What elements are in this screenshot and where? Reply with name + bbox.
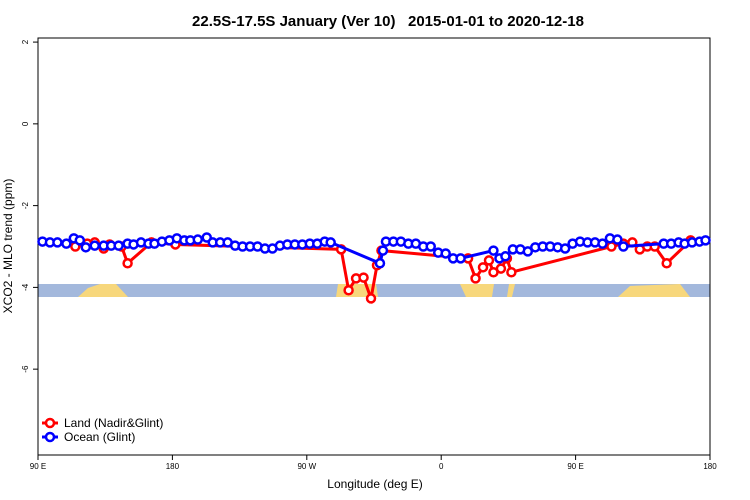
point [483, 255, 495, 266]
point [612, 234, 623, 245]
point [343, 284, 354, 296]
y-tick-label: -2 [21, 202, 30, 210]
y-tick-label: -4 [21, 283, 30, 291]
y-axis-label: XCO2 - MLO trend (ppm) [1, 179, 15, 314]
legend-label: Land (Nadir&Glint) [64, 416, 163, 430]
point [477, 262, 489, 273]
point [506, 267, 517, 278]
point [495, 263, 507, 274]
x-tick-label: 90 E [30, 462, 46, 471]
point [52, 237, 63, 248]
point [488, 245, 499, 256]
point [61, 238, 72, 249]
chart-title: 22.5S-17.5S January (Ver 10) 2015-01-01 … [192, 13, 584, 30]
point [325, 237, 336, 248]
point [425, 241, 436, 252]
legend-marker [44, 417, 56, 429]
point [470, 273, 481, 284]
point [192, 234, 204, 245]
point [661, 258, 672, 269]
point [80, 242, 92, 253]
point [559, 243, 571, 254]
legend-marker [44, 431, 56, 443]
legend-label: Ocean (Glint) [64, 430, 135, 444]
plot-box [37, 37, 711, 456]
point [358, 272, 369, 283]
x-axis-label: Longitude (deg E) [327, 477, 422, 491]
point [597, 238, 608, 249]
point [89, 240, 100, 251]
x-tick-label: 0 [439, 462, 444, 471]
x-tick-label: 90 W [297, 462, 316, 471]
x-tick-label: 180 [703, 462, 717, 471]
point [500, 251, 511, 262]
point [365, 293, 377, 304]
point [122, 258, 133, 269]
point [377, 245, 389, 256]
x-tick-label: 90 E [567, 462, 583, 471]
y-tick-label: -6 [21, 365, 30, 373]
y-tick-label: 2 [21, 39, 30, 44]
y-tick-label: 0 [21, 121, 30, 126]
point [618, 241, 629, 252]
x-tick-label: 180 [166, 462, 180, 471]
point [455, 253, 466, 264]
point [440, 248, 451, 259]
point [374, 258, 386, 269]
point [113, 240, 124, 251]
point [74, 235, 86, 246]
point [522, 246, 534, 257]
point [700, 235, 711, 246]
